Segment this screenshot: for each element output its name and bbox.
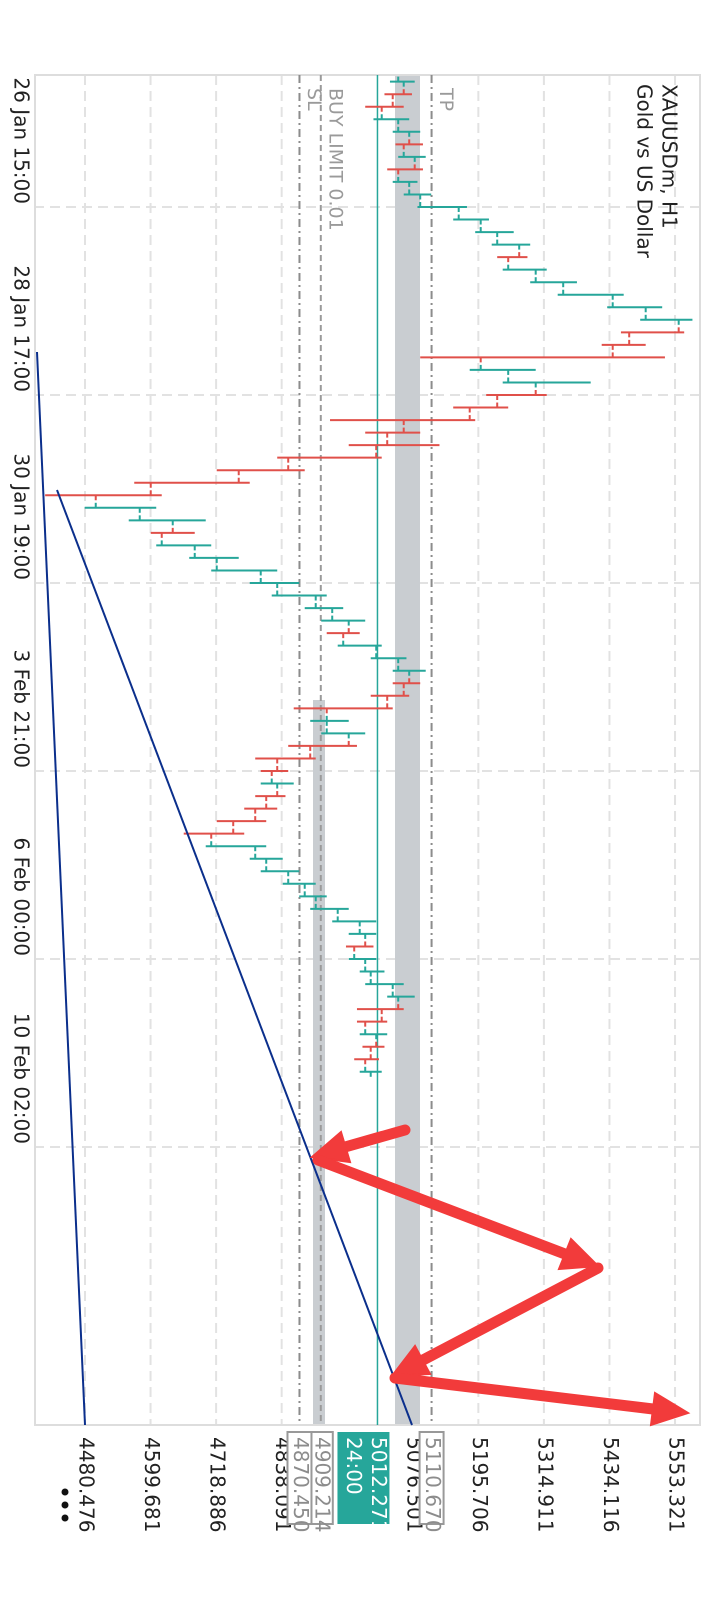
- chart-subtitle: Gold vs US Dollar: [633, 84, 657, 259]
- y-tick-label: 4480.476: [75, 1437, 99, 1532]
- menu-dot: [61, 1488, 69, 1496]
- menu-dot: [61, 1514, 69, 1522]
- menu-icon[interactable]: [61, 1488, 69, 1522]
- y-tick-label: 4718.886: [206, 1437, 230, 1532]
- price-label: 5012.271: [367, 1437, 391, 1532]
- plot-border: [34, 74, 701, 1426]
- shaded-band: [395, 75, 420, 1425]
- price-box: [286, 1431, 313, 1525]
- timer-label: 24:00: [342, 1437, 366, 1495]
- trendline: [36, 351, 86, 1426]
- bands: [313, 75, 420, 1425]
- arrow-shaft: [417, 1262, 604, 1366]
- shaded-band: [313, 700, 325, 1425]
- price-label: 4909.214: [310, 1437, 334, 1532]
- price-label: 5110.670: [421, 1437, 445, 1532]
- arrow-shaft: [389, 1372, 659, 1415]
- trendlines: [36, 351, 413, 1426]
- annotation-arrows: [309, 1124, 691, 1427]
- arrow-head: [557, 1237, 601, 1271]
- level-name: BUY LIMIT 0.01: [324, 88, 346, 231]
- x-tick-label: 30 Jan 19:00: [10, 453, 34, 580]
- price-box: [337, 1432, 390, 1524]
- menu-dot: [61, 1501, 69, 1509]
- axis-labels: 4480.476 4599.681 4718.886 4838.091 5076.501…: [10, 77, 689, 1532]
- y-tick-label: 5434.116: [599, 1437, 623, 1532]
- x-tick-label: 26 Jan 15:00: [10, 77, 34, 204]
- x-tick-label: 10 Feb 02:00: [10, 1013, 34, 1144]
- x-tick-label: 28 Jan 17:00: [10, 265, 34, 392]
- y-tick-label: 5314.911: [533, 1437, 557, 1532]
- y-tick-label: 4599.681: [140, 1437, 164, 1532]
- bars: [45, 76, 693, 1077]
- level-name: TP: [435, 87, 457, 111]
- arrow-shaft: [312, 1154, 571, 1260]
- price-box: [418, 1431, 445, 1525]
- y-tick-label: 5195.706: [468, 1437, 492, 1532]
- level-name: SL: [303, 88, 325, 111]
- x-tick-label: 6 Feb 00:00: [10, 838, 34, 957]
- arrow-head: [649, 1391, 691, 1427]
- chart-title: XAUUSDm, H1: [658, 84, 682, 229]
- y-tick-label: 5553.321: [665, 1437, 689, 1532]
- arrow-shaft: [339, 1124, 411, 1153]
- x-tick-label: 3 Feb 21:00: [10, 650, 34, 769]
- price-label: 4870.450: [289, 1437, 313, 1532]
- trendline: [56, 489, 413, 1426]
